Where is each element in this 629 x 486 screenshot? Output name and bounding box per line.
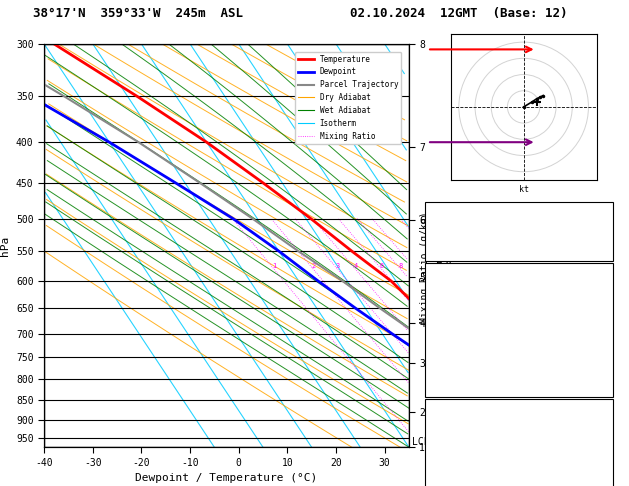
Y-axis label: km
ASL: km ASL bbox=[436, 245, 456, 267]
Text: 3: 3 bbox=[336, 263, 340, 269]
Text: 16: 16 bbox=[598, 307, 608, 316]
Text: 2: 2 bbox=[311, 263, 316, 269]
Text: 1: 1 bbox=[603, 461, 608, 470]
Text: 327: 327 bbox=[593, 443, 608, 451]
Text: 326: 326 bbox=[593, 326, 608, 334]
Text: CIN (J): CIN (J) bbox=[430, 381, 465, 390]
Text: Lifted Index: Lifted Index bbox=[430, 344, 489, 353]
X-axis label: Dewpoint / Temperature (°C): Dewpoint / Temperature (°C) bbox=[135, 473, 318, 483]
Legend: Temperature, Dewpoint, Parcel Trajectory, Dry Adiabat, Wet Adiabat, Isotherm, Mi: Temperature, Dewpoint, Parcel Trajectory… bbox=[295, 52, 401, 144]
Text: 2: 2 bbox=[603, 344, 608, 353]
Text: Pressure (mb): Pressure (mb) bbox=[430, 424, 494, 433]
Text: 6: 6 bbox=[379, 263, 384, 269]
Text: θₑ(K): θₑ(K) bbox=[430, 326, 455, 334]
Text: 1: 1 bbox=[603, 480, 608, 486]
Text: θₑ (K): θₑ (K) bbox=[430, 443, 460, 451]
Text: 0: 0 bbox=[603, 363, 608, 371]
X-axis label: kt: kt bbox=[519, 185, 528, 194]
Text: Mixing Ratio (g/kg): Mixing Ratio (g/kg) bbox=[420, 211, 430, 323]
Text: PW (cm): PW (cm) bbox=[430, 245, 465, 254]
Text: 0: 0 bbox=[603, 381, 608, 390]
Text: K: K bbox=[430, 208, 435, 217]
Text: 02.10.2024  12GMT  (Base: 12): 02.10.2024 12GMT (Base: 12) bbox=[350, 7, 568, 20]
Text: 19: 19 bbox=[598, 289, 608, 297]
Text: Most Unstable: Most Unstable bbox=[484, 406, 554, 415]
Text: Lifted Index: Lifted Index bbox=[430, 461, 489, 470]
Text: LCL: LCL bbox=[413, 437, 430, 447]
Text: Surface: Surface bbox=[500, 270, 538, 279]
Text: 1: 1 bbox=[272, 263, 276, 269]
Text: 2.85: 2.85 bbox=[588, 245, 608, 254]
Text: 24: 24 bbox=[598, 208, 608, 217]
Text: Totals Totals: Totals Totals bbox=[430, 227, 494, 236]
Text: Dewp (°C): Dewp (°C) bbox=[430, 307, 475, 316]
Text: 38°17'N  359°33'W  245m  ASL: 38°17'N 359°33'W 245m ASL bbox=[33, 7, 243, 20]
Text: Temp (°C): Temp (°C) bbox=[430, 289, 475, 297]
Text: CAPE (J): CAPE (J) bbox=[430, 363, 470, 371]
Y-axis label: hPa: hPa bbox=[1, 235, 11, 256]
Text: 4: 4 bbox=[353, 263, 358, 269]
Text: 975: 975 bbox=[593, 424, 608, 433]
Text: CAPE (J): CAPE (J) bbox=[430, 480, 470, 486]
Text: 43: 43 bbox=[598, 227, 608, 236]
Text: 8: 8 bbox=[399, 263, 403, 269]
